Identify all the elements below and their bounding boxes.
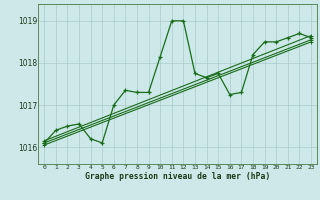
X-axis label: Graphe pression niveau de la mer (hPa): Graphe pression niveau de la mer (hPa) — [85, 172, 270, 181]
